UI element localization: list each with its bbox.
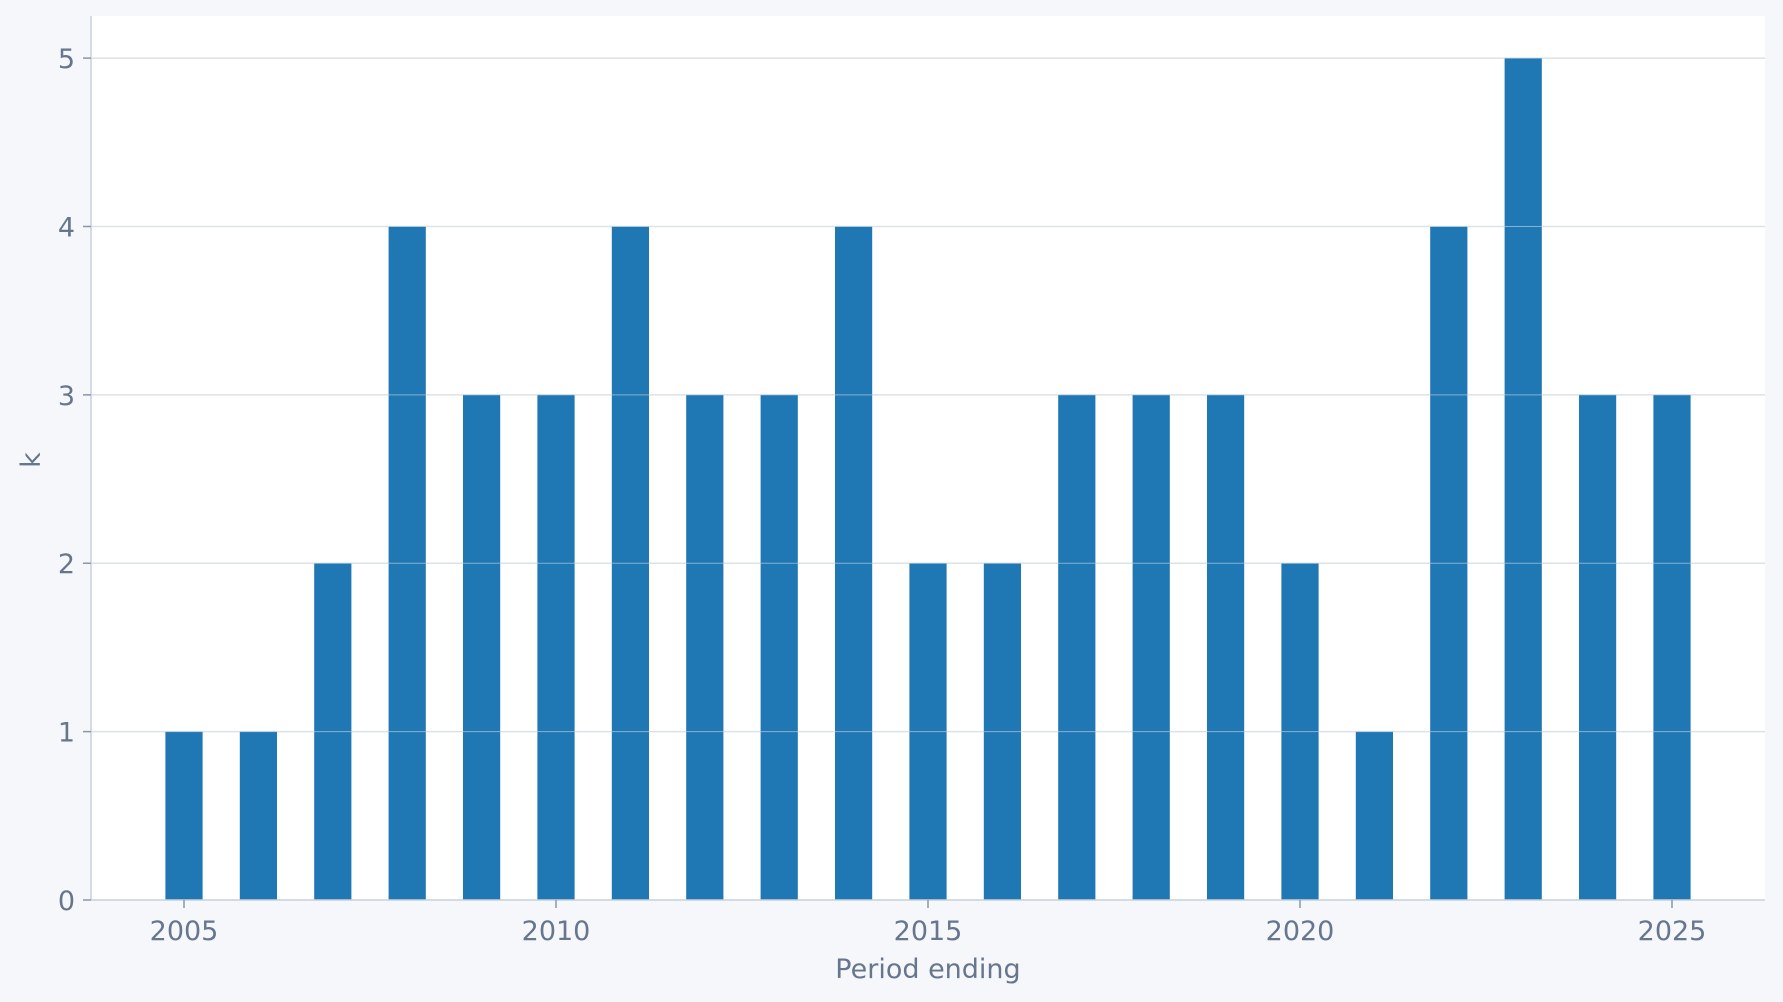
- bar: [1579, 394, 1617, 900]
- y-tick-label: 0: [58, 886, 75, 917]
- bar: [1058, 394, 1096, 900]
- x-tick-label: 2015: [894, 916, 963, 947]
- bar: [1504, 58, 1542, 901]
- x-tick-label: 2005: [150, 916, 219, 947]
- x-ticks: 2005 2010 2015 2020 2025: [150, 900, 1707, 947]
- bar: [165, 731, 203, 900]
- x-axis-label: Period ending: [835, 954, 1020, 985]
- bar: [463, 394, 501, 900]
- bar: [760, 394, 798, 900]
- y-tick-label: 2: [58, 549, 75, 580]
- y-ticks: 0 1 2 3 4 5: [58, 44, 91, 917]
- y-axis-label: k: [16, 452, 47, 468]
- bar: [1207, 394, 1245, 900]
- x-tick-label: 2020: [1266, 916, 1335, 947]
- bar: [239, 731, 277, 900]
- bar: [537, 394, 575, 900]
- y-tick-label: 5: [58, 44, 75, 75]
- x-tick-label: 2025: [1638, 916, 1707, 947]
- bar: [686, 394, 724, 900]
- y-tick-label: 1: [58, 718, 75, 749]
- y-tick-label: 3: [58, 381, 75, 412]
- bar: [1355, 731, 1393, 900]
- bars: [91, 57, 1765, 901]
- bar: [1653, 394, 1691, 900]
- y-tick-label: 4: [58, 212, 75, 243]
- bar: [1132, 394, 1170, 900]
- x-tick-label: 2010: [522, 916, 591, 947]
